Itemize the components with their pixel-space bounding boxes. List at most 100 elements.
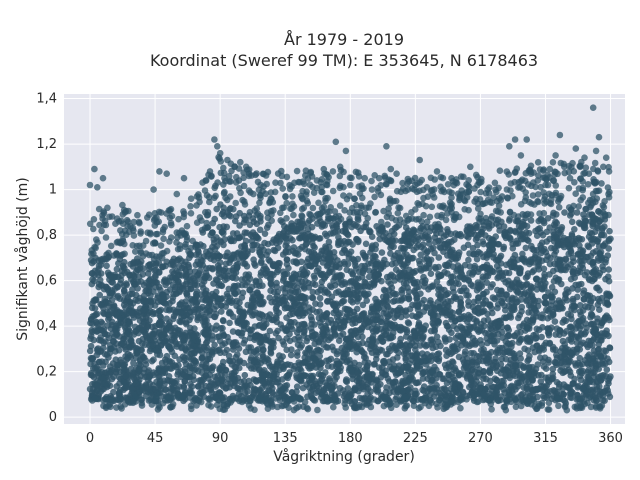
data-point — [478, 346, 485, 354]
data-point — [473, 361, 481, 369]
data-point — [552, 274, 560, 282]
data-point — [284, 244, 292, 252]
data-point — [103, 262, 110, 270]
data-point — [309, 280, 317, 287]
data-point — [546, 271, 553, 278]
data-point — [265, 248, 272, 255]
data-point — [273, 307, 280, 315]
data-point — [373, 223, 380, 230]
data-point — [509, 365, 517, 373]
data-point — [307, 372, 315, 380]
data-point — [173, 267, 180, 275]
data-point — [302, 277, 309, 285]
data-point — [519, 222, 526, 230]
data-point — [311, 244, 318, 251]
data-point — [604, 252, 612, 259]
data-point — [546, 326, 553, 334]
data-point — [213, 376, 220, 384]
data-point — [331, 376, 339, 384]
data-point — [203, 294, 211, 302]
data-point — [309, 235, 317, 242]
data-point — [306, 384, 313, 391]
data-point — [521, 345, 528, 353]
data-point — [182, 298, 189, 305]
data-point — [295, 321, 302, 329]
data-point — [592, 394, 599, 402]
data-point — [413, 284, 420, 291]
data-point — [487, 283, 495, 291]
data-point — [314, 346, 322, 353]
data-point — [482, 297, 490, 304]
data-point — [444, 262, 452, 270]
data-point — [101, 380, 109, 387]
data-point — [596, 251, 604, 258]
data-point — [579, 385, 587, 393]
data-point — [365, 260, 372, 268]
data-point — [330, 347, 338, 354]
data-point — [106, 371, 113, 378]
data-point — [250, 386, 258, 394]
data-point — [502, 355, 510, 363]
data-point — [259, 346, 267, 353]
data-point — [460, 371, 468, 378]
data-point — [421, 283, 428, 290]
data-point — [494, 240, 502, 248]
data-point — [403, 280, 410, 287]
data-point — [420, 325, 428, 333]
data-point — [378, 335, 385, 342]
data-point — [487, 377, 494, 385]
data-point — [473, 255, 481, 263]
data-point — [142, 357, 149, 364]
data-point — [178, 344, 185, 352]
data-point — [384, 221, 391, 228]
data-point — [385, 335, 392, 342]
data-point — [252, 262, 259, 269]
data-point — [427, 270, 435, 278]
data-point — [176, 301, 183, 308]
data-point — [272, 366, 279, 373]
data-point — [383, 384, 390, 391]
data-point — [177, 318, 185, 326]
data-point — [354, 370, 361, 377]
data-point — [537, 378, 545, 385]
data-point — [462, 348, 469, 355]
data-point — [275, 300, 282, 308]
data-point — [591, 235, 598, 243]
data-point — [199, 318, 207, 326]
data-point — [576, 325, 584, 332]
data-point — [115, 373, 123, 381]
data-point — [419, 232, 426, 240]
data-point — [464, 241, 472, 249]
data-point — [587, 377, 594, 384]
data-point — [498, 299, 506, 307]
data-point — [307, 325, 315, 332]
data-point — [191, 297, 199, 304]
data-point — [167, 261, 175, 268]
data-point — [402, 312, 410, 319]
data-point — [245, 344, 252, 351]
data-point — [405, 320, 413, 327]
data-point — [392, 378, 399, 386]
data-point — [245, 325, 252, 333]
data-point — [393, 307, 400, 315]
data-point — [409, 254, 417, 262]
data-point — [294, 352, 301, 360]
data-point — [397, 272, 404, 280]
data-point — [128, 309, 135, 317]
data-point — [527, 283, 535, 290]
data-point — [230, 251, 238, 259]
data-point — [541, 271, 548, 278]
data-point — [362, 252, 369, 260]
data-point — [603, 312, 610, 320]
data-point — [256, 300, 264, 308]
data-point — [408, 334, 415, 341]
data-point — [344, 231, 352, 239]
data-point — [571, 226, 578, 233]
data-point — [121, 316, 128, 324]
data-point — [439, 375, 447, 383]
data-point — [89, 354, 96, 362]
data-point — [371, 360, 379, 368]
data-point — [230, 205, 237, 213]
data-point — [129, 290, 136, 298]
